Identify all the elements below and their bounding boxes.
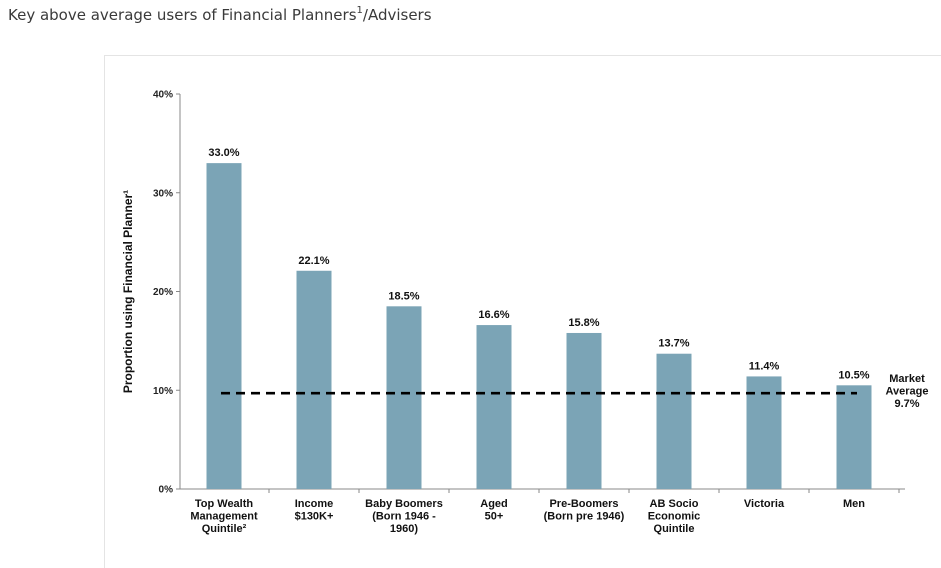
bar-value-label: 22.1% [298, 255, 329, 267]
category-label: 50+ [485, 511, 504, 523]
category-label: Income [295, 498, 334, 510]
category-label: Pre-Boomers [549, 498, 618, 510]
category-label: Quintile² [202, 523, 247, 535]
y-tick-label: 0% [159, 485, 174, 496]
bar-value-label: 10.5% [838, 369, 869, 381]
bar [836, 385, 872, 489]
bar [206, 163, 242, 489]
y-tick-label: 30% [153, 188, 173, 199]
page-title-suffix: /Advisers [362, 6, 432, 24]
bar-value-label: 16.6% [478, 309, 509, 321]
market-average-label: 9.7% [894, 398, 919, 410]
page-title: Key above average users of Financial Pla… [8, 5, 432, 24]
category-label: (Born 1946 - [372, 511, 436, 523]
category-label: Economic [648, 511, 701, 523]
y-tick-label: 40% [153, 90, 173, 101]
bar [566, 332, 602, 489]
chart-frame: 0% 10% 20% 30% 40% Proportion using Financial… [104, 55, 941, 568]
category-label: Victoria [744, 498, 785, 510]
category-label: Quintile [654, 523, 695, 535]
category-label: Baby Boomers [365, 498, 443, 510]
category-label: $130K+ [295, 511, 334, 523]
market-average-label: Average [885, 386, 928, 398]
bar-value-label: 33.0% [208, 147, 239, 159]
bar [386, 306, 422, 489]
bar-chart: 0% 10% 20% 30% 40% Proportion using Financial… [121, 90, 929, 536]
bar [746, 376, 782, 489]
y-tick-label: 10% [153, 386, 173, 397]
category-label: (Born pre 1946) [544, 511, 625, 523]
category-label: AB Socio [650, 498, 699, 510]
y-tick-label: 20% [153, 287, 173, 298]
category-label: Men [843, 498, 865, 510]
category-label: Aged [480, 498, 508, 510]
category-label: 1960) [390, 523, 418, 535]
category-label: Top Wealth [195, 498, 254, 510]
market-average-label: Market [889, 373, 925, 385]
category-label: Management [190, 511, 258, 523]
page-title-text: Key above average users of Financial Pla… [8, 6, 357, 24]
y-axis-label: Proportion using Financial Planner¹ [121, 190, 135, 393]
bar-value-label: 13.7% [658, 338, 689, 350]
bar [656, 353, 692, 489]
bar [296, 270, 332, 489]
bar-value-label: 18.5% [388, 290, 419, 302]
page-title-footnote: 1 [356, 5, 363, 16]
bar-value-label: 11.4% [749, 360, 780, 372]
bar-value-label: 15.8% [568, 317, 599, 329]
bar [476, 325, 512, 489]
